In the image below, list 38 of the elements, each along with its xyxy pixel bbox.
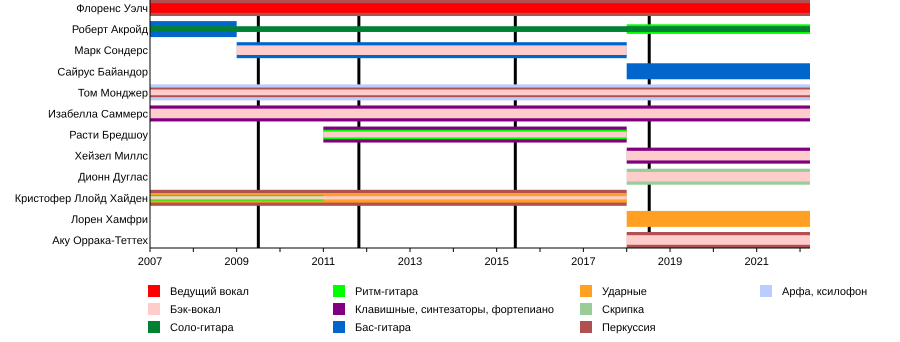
x-tick-label: 2021: [744, 256, 769, 268]
y-tick-label: Лорен Хамфри: [70, 214, 148, 226]
y-tick-label: Кристофер Ллойд Хайден: [14, 192, 148, 205]
bar: [626, 150, 810, 160]
y-tick-label: Аку Оррака-Теттех: [52, 235, 148, 247]
x-tick-label: 2009: [224, 256, 249, 268]
bar: [626, 63, 810, 80]
y-tick-label: Сайрус Байандор: [57, 66, 148, 78]
bar: [626, 172, 810, 182]
legend-label: Скрипка: [602, 304, 646, 316]
legend-label: Клавишные, синтезаторы, фортепиано: [355, 304, 554, 316]
bar: [150, 3, 810, 13]
x-tick-label: 2011: [312, 256, 336, 268]
bar: [150, 26, 810, 32]
y-tick-label: Изабелла Саммерс: [48, 108, 148, 120]
y-tick-label: Расти Бредшоу: [69, 130, 148, 142]
legend-label: Бэк-вокал: [170, 304, 221, 316]
legend-label: Арфа, ксилофон: [782, 286, 868, 298]
bar: [626, 235, 810, 245]
x-tick-label: 2007: [138, 256, 162, 268]
y-tick-label: Дионн Дуглас: [78, 172, 148, 184]
legend-label: Бас-гитара: [355, 322, 412, 334]
legend-label: Ритм-гитара: [355, 286, 420, 298]
y-tick-label: Марк Сондерс: [74, 45, 148, 58]
legend-label: Ударные: [602, 286, 647, 298]
bar: [236, 45, 627, 55]
x-tick-label: 2013: [398, 256, 422, 268]
legend-label: Ведущий вокал: [170, 286, 249, 298]
x-tick-label: 2019: [658, 256, 682, 268]
x-tick-label: 2015: [484, 256, 509, 268]
bar: [150, 108, 810, 118]
y-tick-label: Роберт Акройд: [72, 24, 149, 36]
legend-label: Соло-гитара: [170, 322, 234, 334]
x-tick-label: 2017: [571, 256, 596, 268]
y-tick-label: Флоренс Уэлч: [76, 3, 148, 15]
y-tick-label: Хейзел Миллс: [74, 150, 148, 163]
legend-label: Перкуссия: [602, 322, 656, 334]
y-tick-label: Том Монджер: [78, 87, 148, 100]
